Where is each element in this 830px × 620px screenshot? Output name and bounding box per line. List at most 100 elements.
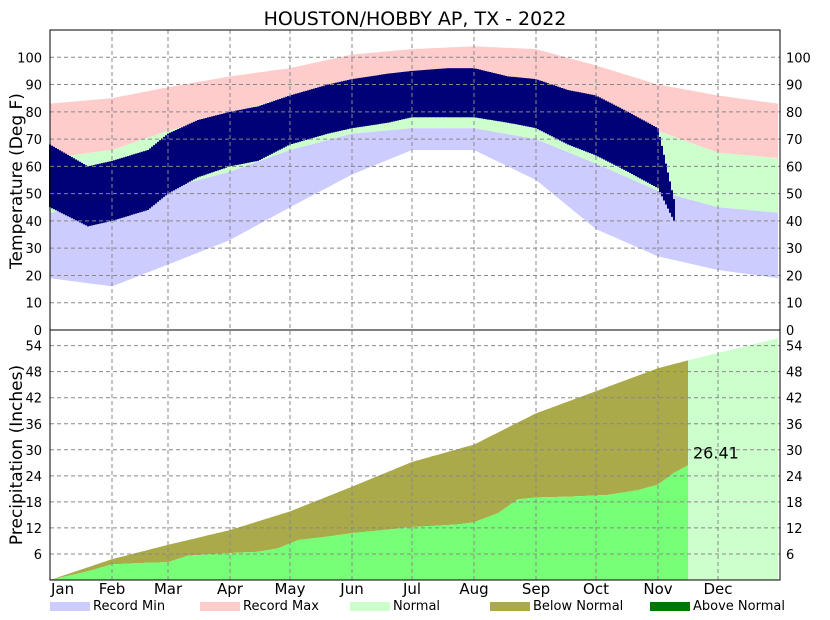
observed-temp-bar bbox=[671, 190, 673, 217]
observed-temp-bar bbox=[163, 136, 165, 197]
observed-temp-bar bbox=[521, 77, 523, 126]
observed-temp-bar bbox=[661, 145, 663, 197]
observed-temp-bar bbox=[621, 108, 623, 169]
observed-temp-bar bbox=[327, 84, 329, 134]
observed-temp-bar bbox=[427, 69, 429, 118]
observed-temp-bar bbox=[451, 68, 453, 118]
observed-temp-bar bbox=[525, 78, 527, 127]
observed-temp-bar bbox=[233, 111, 235, 166]
observed-temp-bar bbox=[559, 87, 561, 141]
observed-temp-bar bbox=[83, 164, 85, 225]
observed-temp-bar bbox=[409, 71, 411, 118]
observed-temp-bar bbox=[653, 126, 655, 186]
legend-label: Record Min bbox=[93, 599, 165, 614]
observed-temp-bar bbox=[93, 165, 95, 225]
observed-temp-bar bbox=[259, 105, 261, 160]
observed-temp-bar bbox=[665, 163, 667, 205]
observed-temp-bar bbox=[385, 73, 387, 123]
observed-temp-bar bbox=[363, 77, 365, 127]
precipitation-tick-label: 24 bbox=[786, 470, 803, 485]
observed-temp-bar bbox=[443, 68, 445, 118]
observed-temp-bar bbox=[243, 109, 245, 164]
month-label: Aug bbox=[459, 580, 488, 598]
observed-temp-bar bbox=[457, 68, 459, 118]
observed-temp-bar bbox=[283, 97, 285, 148]
observed-temp-bar bbox=[471, 68, 473, 118]
observed-temp-bar bbox=[547, 83, 549, 135]
below-normal-area bbox=[50, 360, 688, 580]
observed-temp-bar bbox=[173, 130, 175, 191]
observed-temp-bar bbox=[557, 86, 559, 140]
observed-temp-bar bbox=[275, 100, 277, 152]
observed-temp-bar bbox=[55, 148, 57, 211]
observed-temp-bar bbox=[415, 70, 417, 118]
observed-temp-bar bbox=[87, 166, 89, 227]
observed-temp-bar bbox=[205, 118, 207, 175]
legend-swatch bbox=[200, 602, 240, 611]
month-label: Sep bbox=[522, 580, 550, 598]
observed-temp-bar bbox=[403, 71, 405, 120]
observed-temp-bar bbox=[61, 151, 63, 214]
observed-temp-bar bbox=[265, 103, 267, 157]
observed-temp-bar bbox=[437, 68, 439, 118]
observed-temp-bar bbox=[245, 108, 247, 164]
temperature-y-axis-label: Temperature (Deg F) bbox=[7, 93, 27, 270]
observed-temp-bar bbox=[91, 165, 93, 226]
observed-temp-bar bbox=[463, 68, 465, 118]
precipitation-tick-label: 6 bbox=[34, 548, 42, 563]
observed-temp-bar bbox=[371, 76, 373, 126]
observed-temp-bar bbox=[447, 68, 449, 118]
observed-temp-bar bbox=[355, 78, 357, 128]
temperature-tick-label: 80 bbox=[25, 106, 42, 121]
observed-temp-bar bbox=[461, 68, 463, 118]
observed-temp-bar bbox=[247, 108, 249, 163]
precipitation-tick-label: 48 bbox=[786, 366, 803, 381]
observed-temp-bar bbox=[673, 199, 675, 221]
observed-temp-bar bbox=[401, 72, 403, 120]
temperature-tick-label: 10 bbox=[786, 297, 803, 312]
observed-temp-bar bbox=[439, 68, 441, 118]
observed-temp-bar bbox=[311, 89, 313, 139]
legend-label: Above Normal bbox=[693, 599, 785, 614]
observed-temp-bar bbox=[377, 75, 379, 125]
observed-temp-bar bbox=[237, 110, 239, 165]
month-labels: Jan Feb Mar Apr May Jun Jul Aug Sep Oct Nov Dec bbox=[50, 580, 733, 598]
observed-temp-bar bbox=[251, 107, 253, 162]
temperature-tick-label: 80 bbox=[786, 106, 803, 121]
observed-temp-bar bbox=[493, 73, 495, 121]
month-label: Dec bbox=[703, 580, 732, 598]
observed-temp-bar bbox=[69, 156, 71, 218]
temperature-tick-label: 10 bbox=[25, 297, 42, 312]
observed-temp-bar bbox=[313, 88, 315, 138]
month-label: Oct bbox=[583, 580, 609, 598]
observed-temp-bar bbox=[293, 94, 295, 144]
precipitation-ticks-left: 6 12 18 24 30 36 42 48 54 bbox=[25, 340, 42, 563]
observed-temp-bar bbox=[125, 156, 127, 217]
precipitation-fill-layer bbox=[50, 338, 778, 580]
observed-temp-bar bbox=[369, 76, 371, 126]
observed-temp-bar bbox=[509, 76, 511, 124]
observed-temp-bar bbox=[339, 81, 341, 131]
observed-temp-bar bbox=[667, 172, 669, 209]
observed-temp-bar bbox=[651, 124, 653, 185]
observed-temp-bar bbox=[143, 151, 145, 212]
observed-temp-bar bbox=[53, 146, 55, 210]
precipitation-tick-label: 30 bbox=[786, 444, 803, 459]
observed-temp-bar bbox=[669, 181, 671, 213]
observed-temp-bar bbox=[503, 75, 505, 123]
precipitation-tick-label: 24 bbox=[25, 470, 42, 485]
observed-temp-bar bbox=[207, 117, 209, 174]
observed-temp-bar bbox=[301, 92, 303, 142]
temperature-tick-label: 30 bbox=[786, 242, 803, 257]
observed-temp-bar bbox=[345, 80, 347, 130]
observed-temp-bar bbox=[147, 150, 149, 210]
observed-temp-bar bbox=[305, 90, 307, 140]
observed-temp-bar bbox=[663, 154, 665, 201]
observed-temp-bar bbox=[623, 109, 625, 170]
precipitation-plot-frame bbox=[49, 329, 781, 581]
observed-temp-bar bbox=[209, 116, 211, 174]
observed-temp-bar bbox=[263, 104, 265, 158]
observed-temp-bar bbox=[609, 102, 611, 163]
month-label: Jun bbox=[339, 580, 363, 598]
